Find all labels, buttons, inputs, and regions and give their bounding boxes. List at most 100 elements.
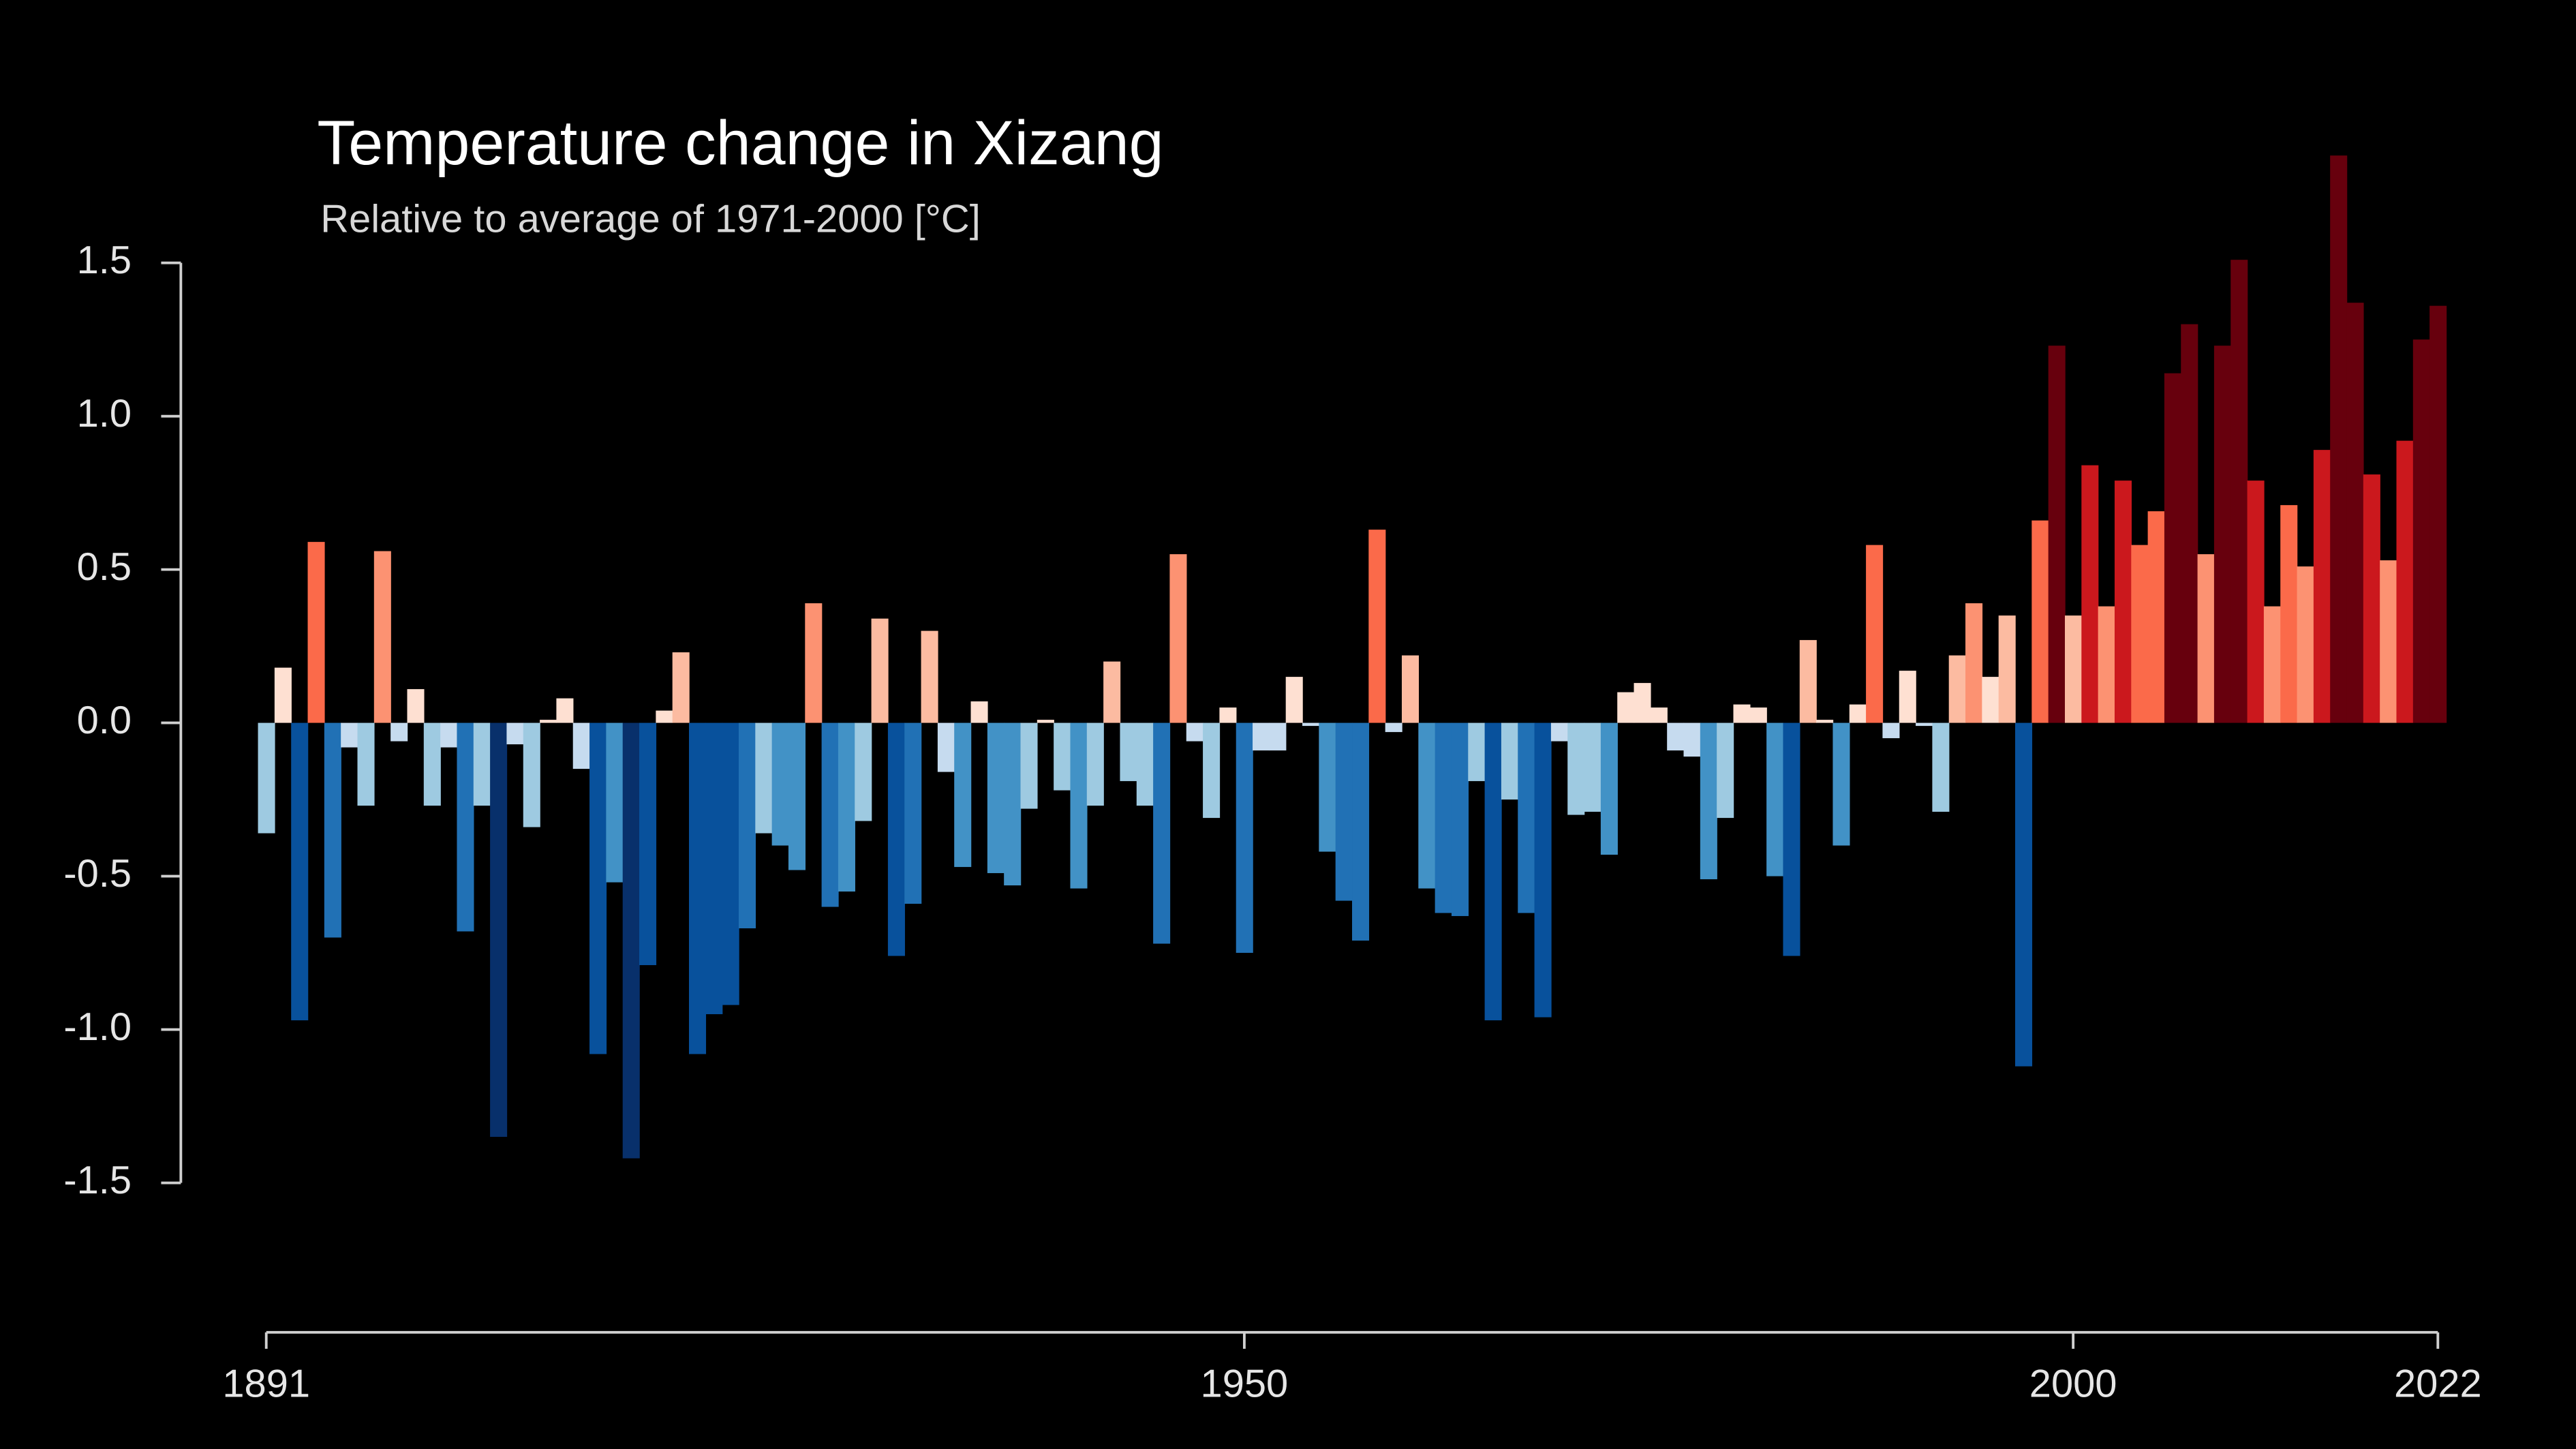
bar xyxy=(2263,606,2281,723)
bar xyxy=(1253,722,1270,751)
bar xyxy=(2313,450,2331,723)
bar xyxy=(1916,722,1933,727)
bar xyxy=(1203,722,1221,819)
bar xyxy=(1352,722,1370,941)
bar xyxy=(523,722,540,827)
bar xyxy=(2147,511,2165,723)
bar xyxy=(1020,722,1038,809)
bar xyxy=(705,722,723,1015)
bar xyxy=(2114,481,2132,723)
y-tick-label: -1.5 xyxy=(63,1159,132,1202)
bar xyxy=(490,722,508,1138)
x-tick-label: 1950 xyxy=(1201,1362,1289,1406)
y-tick-label: 0.5 xyxy=(77,545,132,589)
bar xyxy=(556,698,574,723)
bar xyxy=(473,722,491,806)
bar xyxy=(639,722,657,966)
bar xyxy=(506,722,524,745)
bar xyxy=(2164,373,2181,723)
bar xyxy=(2197,554,2215,723)
bar xyxy=(656,710,673,723)
bar xyxy=(2330,155,2348,723)
bar xyxy=(1650,707,1668,723)
bar xyxy=(572,722,590,769)
bar xyxy=(1866,545,1884,723)
bar xyxy=(921,630,938,723)
bar xyxy=(357,722,375,806)
bar xyxy=(2429,305,2447,723)
bar xyxy=(291,722,309,1021)
bar xyxy=(1385,722,1402,733)
bar xyxy=(2131,545,2149,723)
x-tick-label: 2000 xyxy=(2029,1362,2117,1406)
bar xyxy=(540,720,557,723)
bar xyxy=(1169,554,1187,723)
bar xyxy=(1849,704,1867,723)
bar xyxy=(1103,661,1121,723)
bar xyxy=(937,722,955,772)
bar xyxy=(1899,671,1916,723)
bar xyxy=(1269,722,1287,751)
bar xyxy=(1368,530,1386,723)
bar xyxy=(2280,505,2298,723)
bar xyxy=(1965,603,1983,723)
bar xyxy=(324,722,341,938)
bar xyxy=(1302,722,1320,727)
bar xyxy=(274,667,292,723)
bar xyxy=(1319,722,1336,852)
bar xyxy=(1600,722,1618,855)
bar xyxy=(954,722,972,868)
bar xyxy=(2015,722,2033,1067)
bar xyxy=(1136,722,1154,806)
bar xyxy=(1468,722,1486,782)
bar xyxy=(2396,440,2414,723)
bar xyxy=(1932,722,1950,812)
bar xyxy=(1733,704,1751,723)
bar xyxy=(1186,722,1203,742)
bar xyxy=(1882,722,1900,739)
bar xyxy=(2064,615,2083,723)
bar xyxy=(1418,722,1436,889)
bar xyxy=(1518,722,1535,913)
x-tick-label: 1891 xyxy=(222,1362,310,1406)
bar xyxy=(606,722,624,883)
bar xyxy=(1567,722,1585,815)
bar xyxy=(1054,722,1071,791)
bar xyxy=(1700,722,1717,880)
bar xyxy=(622,722,640,1159)
bar xyxy=(2048,346,2066,723)
bar xyxy=(1783,722,1800,956)
bar xyxy=(821,722,839,907)
bar xyxy=(440,722,458,748)
bar xyxy=(738,722,756,929)
bar xyxy=(1120,722,1137,782)
y-tick-label: 1.0 xyxy=(77,392,132,436)
bar xyxy=(788,722,806,870)
bar xyxy=(1285,677,1303,723)
bar xyxy=(1236,722,1253,954)
bar xyxy=(423,722,441,806)
bar xyxy=(1717,722,1734,819)
bar xyxy=(2031,520,2049,723)
bar xyxy=(2181,324,2198,723)
bar xyxy=(1833,722,1850,846)
chart-title: Temperature change in Xizang xyxy=(317,108,1163,178)
bar xyxy=(1667,722,1685,751)
bar xyxy=(887,722,905,956)
x-tick-label: 2022 xyxy=(2394,1362,2482,1406)
bar xyxy=(307,542,325,723)
y-tick-label: -1.0 xyxy=(63,1005,132,1049)
bar xyxy=(871,618,889,723)
bar xyxy=(2412,339,2430,723)
bar xyxy=(1998,615,2016,723)
bar xyxy=(2098,606,2115,723)
bar xyxy=(2297,566,2314,723)
bar xyxy=(755,722,773,834)
bar xyxy=(1335,722,1353,901)
bar xyxy=(1816,720,1834,723)
bar xyxy=(1004,722,1022,886)
bar xyxy=(1683,722,1701,757)
bar xyxy=(1435,722,1452,913)
bar xyxy=(1749,707,1767,723)
